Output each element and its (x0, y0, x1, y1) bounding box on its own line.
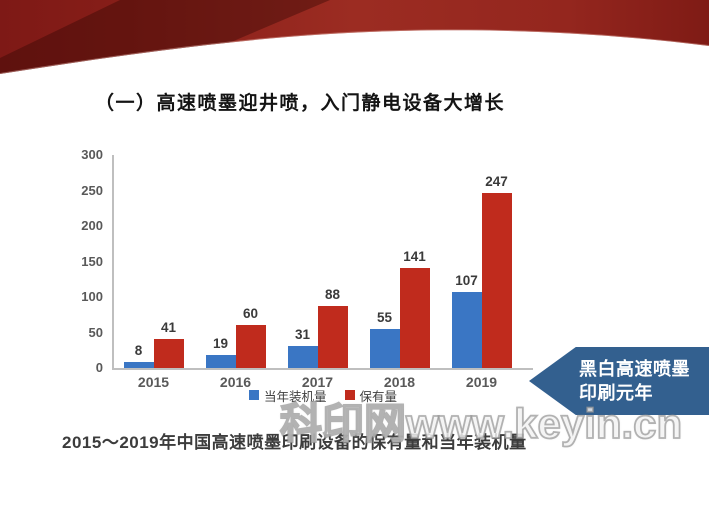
y-tick-label: 200 (81, 218, 103, 233)
y-tick-label: 250 (81, 182, 103, 198)
y-tick-label: 150 (81, 253, 103, 269)
bar-value-label: 141 (403, 248, 426, 264)
legend: 当年装机量 保有量 (113, 386, 533, 404)
legend-item: 保有量 (344, 386, 398, 405)
legend-swatch-red (344, 390, 355, 400)
x-tick-label: 2016 (219, 374, 252, 390)
bar-value-label: 19 (212, 335, 229, 351)
x-tick-label: 2018 (383, 374, 416, 390)
legend-item: 当年装机量 (248, 386, 327, 405)
bar (205, 354, 236, 368)
header-ribbon (0, 0, 709, 74)
bar (123, 362, 154, 368)
bar (369, 328, 400, 368)
callout-line2: 印刷元年 (579, 383, 653, 403)
x-axis (112, 368, 533, 370)
bar-value-label: 60 (242, 306, 259, 322)
y-tick-label: 300 (81, 147, 103, 162)
slide-title: （一）高速喷墨迎井喷，入门静电设备大增长 (95, 93, 506, 114)
x-tick-label: 2017 (301, 374, 334, 390)
bar-value-label: 88 (324, 286, 341, 302)
x-tick-label: 2019 (465, 374, 498, 390)
legend-label: 保有量 (359, 389, 398, 404)
bar-value-label: 31 (294, 326, 311, 342)
bar (481, 192, 512, 368)
bar (287, 345, 318, 368)
y-tick-label: 50 (88, 324, 103, 340)
legend-label: 当年装机量 (263, 389, 327, 404)
bar-value-label: 41 (160, 319, 177, 335)
bar-value-label: 8 (134, 343, 143, 359)
y-axis (112, 155, 114, 368)
bar (235, 325, 266, 368)
bar-value-label: 247 (485, 173, 508, 189)
y-tick-label: 0 (95, 360, 103, 375)
x-tick-label: 2015 (137, 374, 170, 390)
legend-swatch-blue (248, 390, 259, 400)
chart-caption: 2015～2019年中国高速喷墨印刷设备的保有量和当年装机量 (62, 433, 527, 452)
bar-value-label: 55 (376, 309, 393, 325)
callout-line1: 黑白高速喷墨 (579, 358, 690, 379)
bar (451, 292, 482, 368)
bar (317, 305, 348, 368)
bar (153, 338, 184, 368)
y-tick-label: 100 (81, 289, 103, 304)
bar-value-label: 107 (455, 273, 478, 289)
bar (399, 267, 430, 368)
